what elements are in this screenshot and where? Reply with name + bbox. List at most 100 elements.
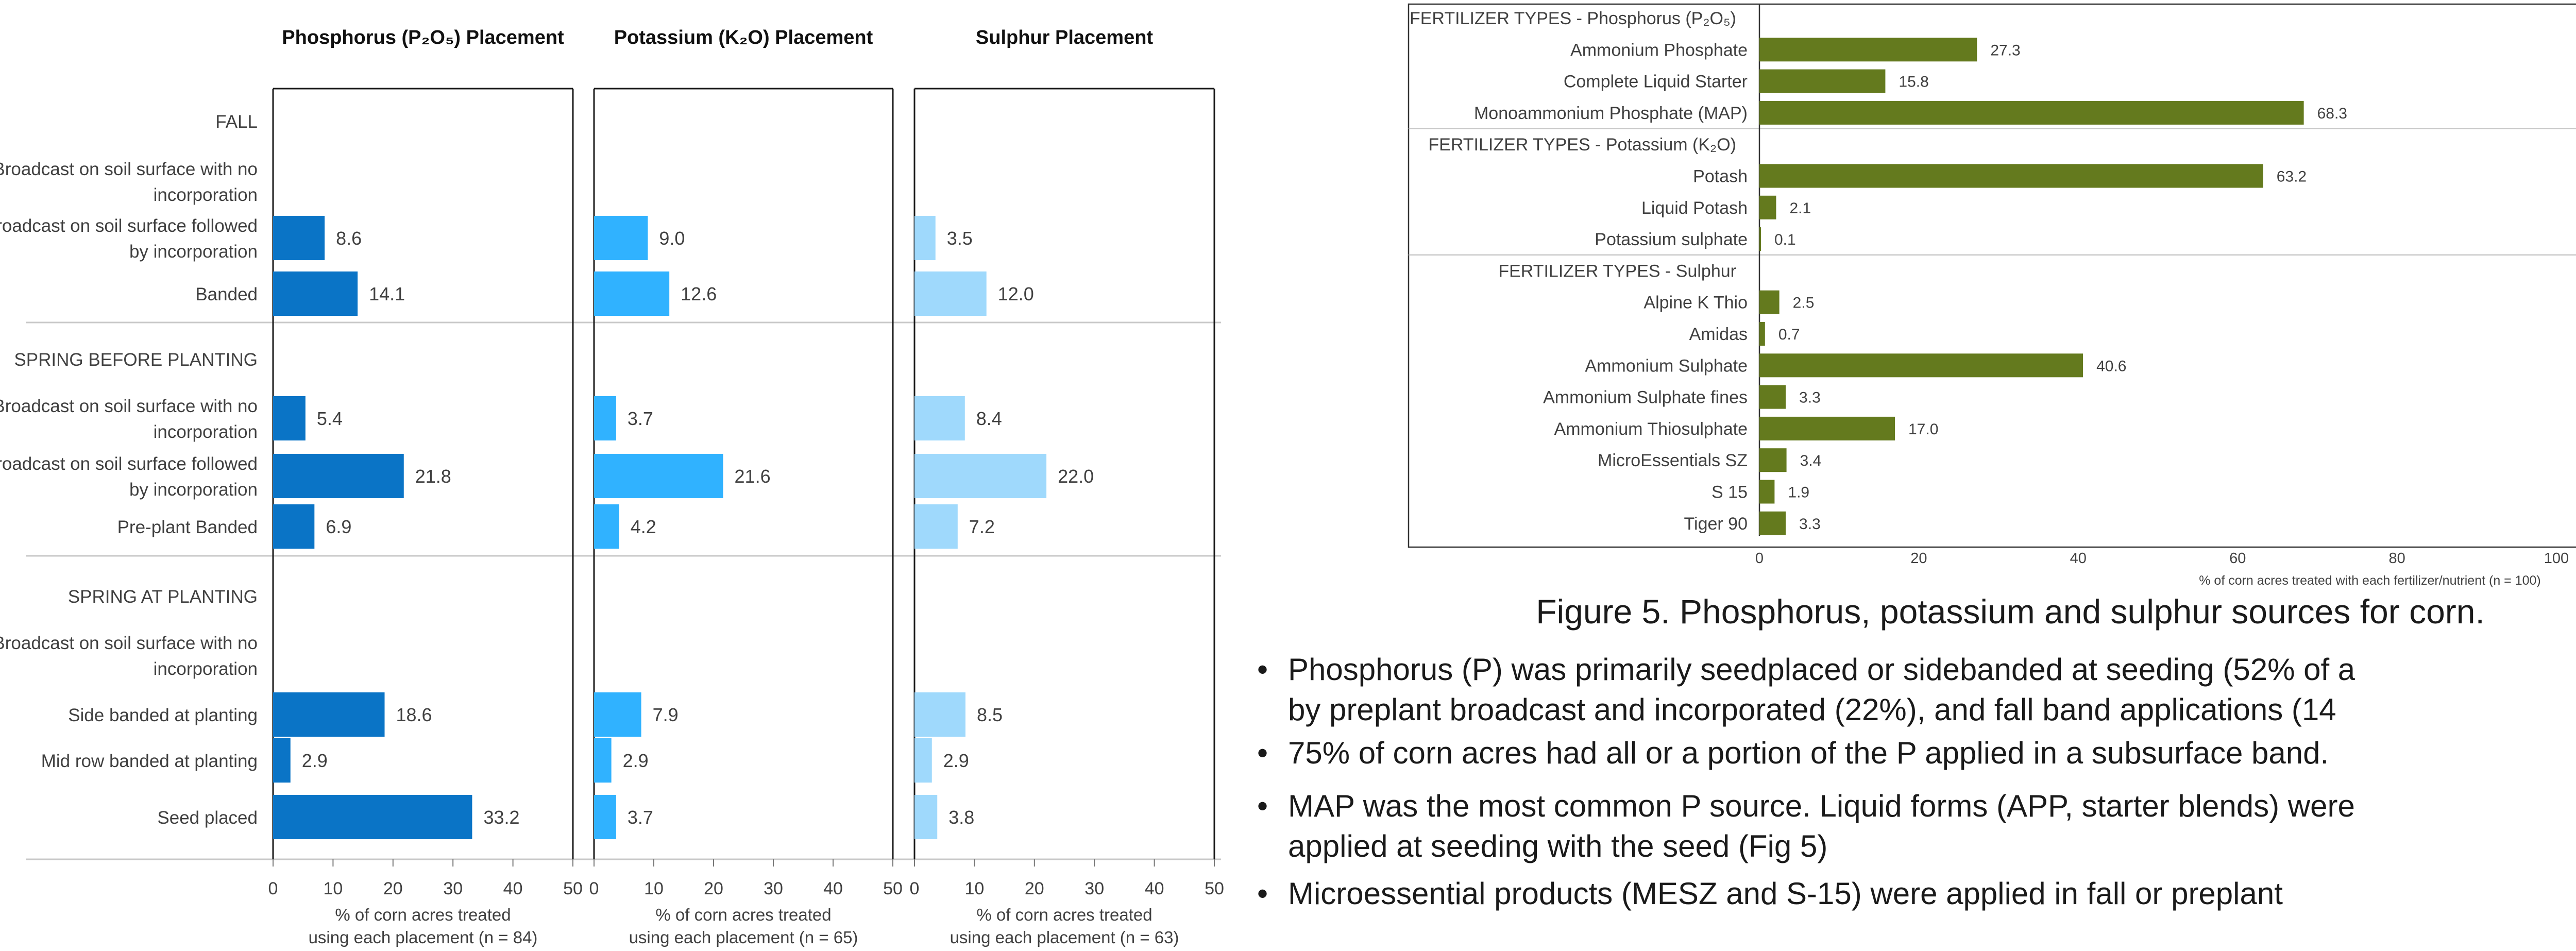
- bar-value-label: 68.3: [2317, 105, 2347, 122]
- x-tick-label: 50: [1205, 879, 1224, 898]
- bullet-marker: •: [1257, 789, 1268, 823]
- chart-frame: [1408, 3, 2576, 548]
- x-tick-label: 60: [2229, 550, 2246, 567]
- placement-panel-3: Sulphur Placement 0 10 20 30 40 50 % of corn ac…: [910, 27, 1224, 947]
- x-tick-label: 0: [1755, 550, 1764, 567]
- bar: [1759, 353, 2083, 378]
- bar-value-label: 2.9: [623, 750, 649, 771]
- x-tick-label: 100: [2544, 550, 2569, 567]
- category-group-header: FERTILIZER TYPES - Sulphur: [1498, 261, 1736, 281]
- bullet-marker: •: [1257, 876, 1268, 911]
- bar-value-label: 4.2: [631, 516, 656, 537]
- bar-value-label: 9.0: [659, 228, 685, 249]
- bar: [914, 795, 938, 839]
- bar-value-label: 18.6: [396, 704, 432, 725]
- bar-value-label: 17.0: [1908, 421, 1938, 438]
- x-tick-label: 0: [910, 879, 920, 898]
- placement-row-label: Broadcast on soil surface followed: [0, 454, 258, 474]
- bar-value-label: 12.0: [998, 283, 1034, 304]
- bar: [273, 795, 472, 839]
- bar: [1759, 195, 1776, 219]
- panel-title: Sulphur Placement: [976, 27, 1154, 48]
- bar: [1759, 416, 1895, 440]
- bar: [594, 454, 723, 498]
- bar-value-label: 8.5: [977, 704, 1003, 725]
- bar: [594, 738, 612, 783]
- placement-row-label: by incorporation: [129, 242, 258, 262]
- x-tick-label: 80: [2388, 550, 2405, 567]
- bullet-text: Phosphorus (P) was primarily seedplaced …: [1288, 652, 2355, 687]
- panel-title: Potassium (K₂O) Placement: [614, 27, 873, 48]
- bar: [273, 504, 315, 549]
- x-tick-label: 20: [1025, 879, 1044, 898]
- placement-row-label: Broadcast on soil surface with no: [0, 633, 258, 653]
- category-label: Ammonium Sulphate fines: [1543, 388, 1748, 407]
- bar: [914, 216, 936, 260]
- placement-row-label: SPRING BEFORE PLANTING: [14, 350, 258, 370]
- placement-row-label: Mid row banded at planting: [41, 751, 258, 771]
- bar-value-label: 3.3: [1799, 389, 1821, 406]
- x-tick-label: 40: [503, 879, 523, 898]
- bar: [273, 216, 325, 260]
- x-tick-label: 40: [1145, 879, 1164, 898]
- bar: [914, 271, 987, 316]
- bar: [1759, 385, 1786, 409]
- category-label: Ammonium Thiosulphate: [1554, 419, 1748, 439]
- x-axis-label: using each placement (n = 65): [629, 928, 858, 947]
- fertilizer-types-chart: FERTILIZER TYPES - Phosphorus (P₂O₅) Ammo…: [1408, 3, 2576, 588]
- bar-value-label: 3.3: [1799, 516, 1821, 533]
- bar: [1759, 227, 1761, 251]
- bar: [914, 504, 958, 549]
- x-tick-label: 0: [589, 879, 599, 898]
- panel-title: Phosphorus (P₂O₅) Placement: [282, 27, 564, 48]
- bar: [273, 692, 385, 737]
- bar: [594, 271, 670, 316]
- placement-row-label: Broadcast on soil surface followed: [0, 216, 258, 236]
- x-tick-label: 50: [563, 879, 583, 898]
- bar: [273, 271, 358, 316]
- bar-value-label: 1.9: [1788, 484, 1809, 501]
- category-label: S 15: [1711, 483, 1748, 502]
- placement-row-label: incorporation: [154, 185, 258, 205]
- bar-value-label: 3.4: [1800, 452, 1822, 469]
- category-label: Monoammonium Phosphate (MAP): [1474, 104, 1748, 123]
- x-tick-label: 30: [764, 879, 783, 898]
- bar-value-label: 12.6: [681, 283, 717, 304]
- bar: [273, 454, 404, 498]
- category-label: Liquid Potash: [1641, 198, 1748, 218]
- bar-value-label: 3.5: [947, 228, 973, 249]
- bar-value-label: 6.9: [326, 516, 351, 537]
- x-tick-label: 20: [1910, 550, 1927, 567]
- bullet-text: MAP was the most common P source. Liquid…: [1288, 789, 2355, 823]
- bar-value-label: 2.9: [302, 750, 328, 771]
- placement-row-label: FALL: [215, 112, 258, 132]
- bar: [914, 396, 965, 440]
- category-label: Alpine K Thio: [1643, 293, 1748, 313]
- bullet-text: 75% of corn acres had all or a portion o…: [1288, 736, 2329, 770]
- placement-row-label: by incorporation: [129, 480, 258, 500]
- bar: [1759, 290, 1780, 314]
- bar: [273, 396, 306, 440]
- placement-panel-1: Phosphorus (P₂O₅) Placement 0 10 20 30 40 50 % …: [268, 27, 583, 947]
- bar-value-label: 8.6: [336, 228, 362, 249]
- x-tick-label: 10: [964, 879, 984, 898]
- placement-row-label: Seed placed: [157, 808, 258, 828]
- x-tick-label: 10: [644, 879, 664, 898]
- bar: [1759, 511, 1786, 535]
- bar: [1759, 38, 1977, 62]
- bar-value-label: 40.6: [2096, 358, 2126, 375]
- category-group-header: FERTILIZER TYPES - Phosphorus (P₂O₅): [1410, 9, 1736, 28]
- x-tick-label: 20: [704, 879, 723, 898]
- placement-row-label: Broadcast on soil surface with no: [0, 159, 258, 179]
- bullet-marker: •: [1257, 736, 1268, 770]
- category-label: MicroEssentials SZ: [1598, 451, 1748, 470]
- x-tick-label: 20: [383, 879, 403, 898]
- bar: [914, 738, 932, 783]
- x-axis-label: % of corn acres treated with each fertil…: [2199, 573, 2541, 588]
- bar: [1759, 100, 2304, 125]
- bullet-text: Microessential products (MESZ and S-15) …: [1288, 876, 2283, 911]
- bullet-list: • Phosphorus (P) was primarily seedplaced…: [1257, 652, 2355, 911]
- category-label: Potassium sulphate: [1595, 230, 1748, 249]
- placement-row-labels: FALL Broadcast on soil surface with no inc…: [0, 112, 258, 828]
